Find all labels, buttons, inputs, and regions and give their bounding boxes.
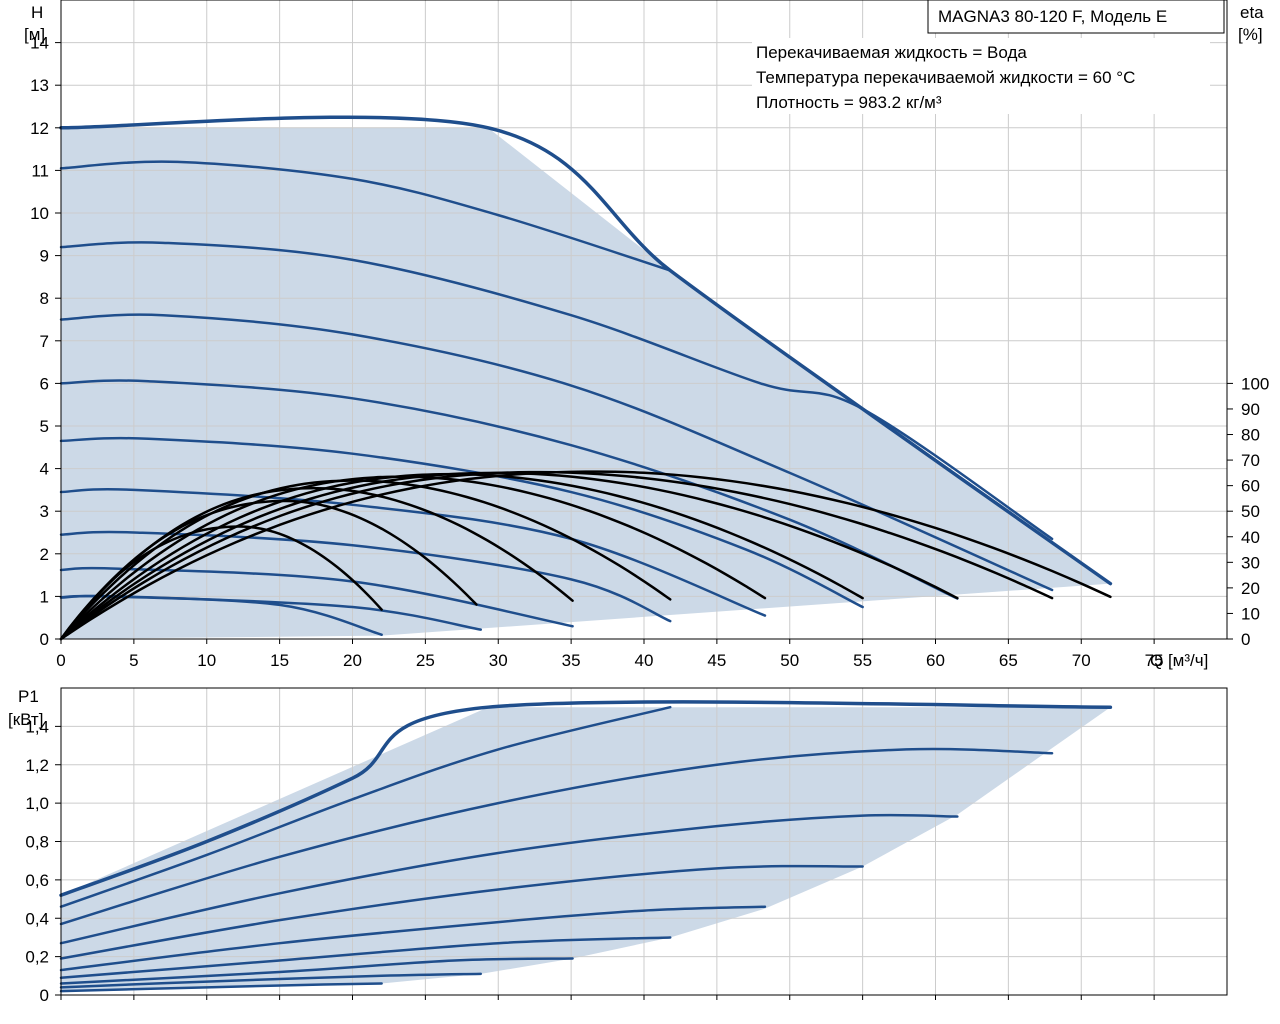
y-tick-label: 6: [40, 374, 49, 393]
y-tick-label: 14: [30, 34, 49, 53]
power-axis-ticks: 0 0,2 0,4 0,6 0,8 1,0 1,2 1,4: [25, 717, 1155, 1005]
y2-tick-label: 10: [1241, 604, 1260, 623]
power-curves: [59, 700, 1113, 993]
speed-curve: [59, 594, 383, 636]
y2-tick-label: 80: [1241, 426, 1260, 445]
y2-tick-label: 30: [1241, 553, 1260, 572]
x-tick-label: 40: [635, 651, 654, 670]
y-tick-label: 1,4: [25, 717, 49, 736]
speed-curve: [59, 982, 383, 993]
y-tick-label: 1: [40, 587, 49, 606]
y-axis-label-p1: P1: [18, 687, 39, 706]
max-curve: [59, 700, 1113, 897]
x-tick-label: 30: [489, 651, 508, 670]
y-tick-label: 2: [40, 545, 49, 564]
x-tick-label: 50: [780, 651, 799, 670]
speed-curve: [59, 747, 1054, 926]
y-tick-label: 0: [40, 986, 49, 1005]
chart-title-box: [927, 0, 1225, 34]
x-tick-label: 15: [270, 651, 289, 670]
y2-tick-label: 90: [1241, 400, 1260, 419]
x-tick-label: 45: [707, 651, 726, 670]
speed-curve: [59, 488, 767, 617]
x-tick-label: 10: [197, 651, 216, 670]
x-tick-label: 70: [1072, 651, 1091, 670]
y-tick-label: 12: [30, 119, 49, 138]
note-density: Плотность = 983.2 кг/м³: [756, 93, 942, 112]
notes-background: [752, 38, 1210, 114]
chart-title: MAGNA3 80-120 F, Модель E: [938, 7, 1167, 26]
speed-curve: [59, 957, 574, 985]
power-grid: [61, 688, 1227, 995]
y2-tick-label: 100: [1241, 374, 1269, 393]
y2-tick-label: 40: [1241, 528, 1260, 547]
y2-axis-label-eta: eta: [1240, 3, 1264, 22]
speed-curve: [59, 241, 1054, 541]
y-tick-label: 5: [40, 417, 49, 436]
y2-tick-label: 60: [1241, 477, 1260, 496]
y-tick-label: 1,0: [25, 794, 49, 813]
efficiency-curves: [59, 470, 1112, 641]
x-tick-label: 55: [853, 651, 872, 670]
note-temperature: Температура перекачиваемой жидкости = 60…: [756, 68, 1135, 87]
speed-curve: [59, 705, 672, 908]
y-tick-label: 13: [30, 76, 49, 95]
speed-curve: [59, 160, 672, 272]
y-tick-label: 0,4: [25, 909, 49, 928]
efficiency-curve: [59, 486, 574, 641]
x-tick-label: 0: [56, 651, 65, 670]
x-tick-label: 5: [129, 651, 138, 670]
y-axis-unit-h: [м]: [24, 25, 45, 44]
y2-tick-label: 70: [1241, 451, 1260, 470]
y-tick-label: 0: [40, 630, 49, 649]
y2-tick-label: 50: [1241, 502, 1260, 521]
x-tick-label: 65: [999, 651, 1018, 670]
speed-curve: [59, 936, 672, 979]
y-tick-label: 0,8: [25, 833, 49, 852]
speed-curve: [59, 313, 1054, 592]
y-tick-label: 9: [40, 247, 49, 266]
speed-curve: [59, 566, 574, 628]
speed-curve: [59, 379, 959, 600]
y-tick-label: 4: [40, 460, 49, 479]
x-tick-label: 60: [926, 651, 945, 670]
y2-tick-label: 20: [1241, 579, 1260, 598]
max-curve: [59, 115, 1113, 586]
x-tick-label: 25: [416, 651, 435, 670]
y-tick-label: 0,6: [25, 871, 49, 890]
efficiency-curve: [59, 470, 1112, 641]
y-tick-label: 3: [40, 502, 49, 521]
y-tick-label: 0,2: [25, 948, 49, 967]
y2-axis-unit-eta: [%]: [1238, 25, 1263, 44]
y-axis-unit-p1: [кВт]: [8, 710, 43, 729]
speed-curve: [59, 905, 767, 972]
speed-curve: [59, 972, 483, 989]
note-liquid: Перекачиваемая жидкость = Вода: [756, 43, 1027, 62]
power-operating-area: [61, 707, 1111, 992]
y-tick-label: 8: [40, 289, 49, 308]
y-tick-label: 10: [30, 204, 49, 223]
x-tick-label: 20: [343, 651, 362, 670]
x-tick-label: 75: [1145, 651, 1164, 670]
y-axis-label-h: H: [31, 3, 43, 22]
head-curves: [59, 115, 1113, 636]
x-tick-label: 35: [562, 651, 581, 670]
speed-curve: [59, 530, 672, 623]
y-tick-label: 7: [40, 332, 49, 351]
y-tick-label: 11: [31, 161, 49, 180]
speed-curve: [59, 436, 864, 609]
y-tick-label: 1,2: [25, 756, 49, 775]
speed-curve: [59, 864, 864, 960]
y2-tick-label: 0: [1241, 630, 1250, 649]
operating-area-polygon: [61, 707, 1111, 992]
speed-curve: [59, 813, 959, 945]
x-axis-label-q: Q [м³/ч]: [1150, 651, 1208, 670]
